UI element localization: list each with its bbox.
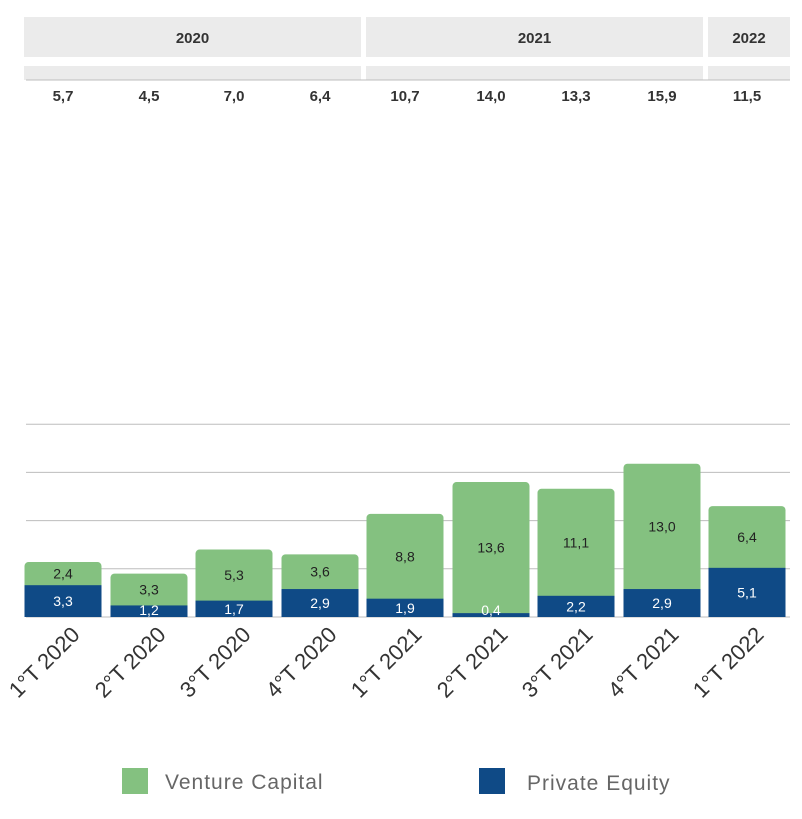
year-header-2022 bbox=[708, 17, 790, 57]
data-label-venture-capital: 6,4 bbox=[737, 529, 757, 545]
data-label-venture-capital: 8,8 bbox=[395, 548, 415, 564]
total-label: 14,0 bbox=[476, 88, 505, 105]
data-label-venture-capital: 2,4 bbox=[53, 566, 73, 582]
data-label-venture-capital: 5,3 bbox=[224, 567, 244, 583]
total-label: 6,4 bbox=[310, 88, 332, 105]
legend-label: Venture Capital bbox=[165, 771, 324, 794]
bar-venture-capital bbox=[366, 513, 444, 603]
bar-private-equity bbox=[110, 605, 188, 617]
total-labels: 5,7 4,5 7,0 6,4 10,7 14,0 13,3 15,9 11,5 bbox=[53, 88, 762, 105]
total-label: 4,5 bbox=[139, 88, 160, 105]
data-label-private-equity: 1,9 bbox=[395, 600, 415, 616]
data-label-private-equity: 2,2 bbox=[566, 598, 586, 614]
bar-venture-capital bbox=[195, 549, 273, 605]
data-label-private-equity: 1,2 bbox=[139, 602, 159, 618]
category-label: 1°T 2022 bbox=[688, 622, 769, 703]
total-label: 10,7 bbox=[390, 88, 419, 105]
bar-venture-capital bbox=[452, 482, 530, 618]
total-label: 13,3 bbox=[561, 88, 590, 105]
total-label: 15,9 bbox=[647, 88, 676, 105]
totals-row-background bbox=[366, 66, 703, 80]
data-label-private-equity: 2,9 bbox=[652, 595, 672, 611]
category-label: 4°T 2021 bbox=[603, 622, 684, 703]
bar-venture-capital bbox=[110, 573, 188, 610]
bar-private-equity bbox=[537, 595, 615, 617]
bar-venture-capital bbox=[537, 488, 615, 600]
data-label-venture-capital: 13,0 bbox=[648, 518, 675, 534]
category-label: 3°T 2020 bbox=[175, 622, 256, 703]
bar-private-equity bbox=[623, 589, 701, 617]
data-label-venture-capital: 3,6 bbox=[310, 564, 330, 580]
bar-venture-capital bbox=[623, 463, 701, 594]
total-label: 11,5 bbox=[733, 88, 761, 105]
total-label: 7,0 bbox=[224, 88, 245, 105]
legend-swatch bbox=[122, 768, 148, 794]
year-header-2020 bbox=[24, 17, 361, 57]
bar-private-equity bbox=[24, 585, 102, 617]
data-label-venture-capital: 3,3 bbox=[139, 582, 159, 598]
legend: Venture Capital Private Equity bbox=[122, 768, 671, 795]
bar-venture-capital bbox=[708, 506, 786, 572]
category-label: 4°T 2020 bbox=[261, 622, 342, 703]
data-label-venture-capital: 11,1 bbox=[563, 534, 589, 550]
category-label: 1°T 2021 bbox=[346, 622, 427, 703]
data-label-private-equity: 5,1 bbox=[737, 584, 757, 600]
data-label-private-equity: 3,3 bbox=[53, 593, 73, 609]
year-header-row: 2020 2021 2022 bbox=[24, 17, 790, 80]
bar-private-equity bbox=[708, 567, 786, 617]
totals-row-background bbox=[708, 66, 790, 80]
total-label: 5,7 bbox=[53, 88, 74, 105]
category-labels: 1°T 2020 2°T 2020 3°T 2020 4°T 2020 1°T 2021… bbox=[4, 622, 769, 703]
category-label: 3°T 2021 bbox=[517, 622, 598, 703]
legend-label: Private Equity bbox=[527, 772, 671, 795]
year-header-label: 2021 bbox=[518, 30, 551, 47]
category-label: 1°T 2020 bbox=[4, 622, 85, 703]
data-label-private-equity: 1,7 bbox=[224, 601, 244, 617]
bar-private-equity bbox=[195, 600, 273, 617]
data-label-private-equity: 2,9 bbox=[310, 595, 330, 611]
totals-row-background bbox=[24, 66, 361, 80]
bar-private-equity bbox=[452, 613, 530, 617]
category-label: 2°T 2021 bbox=[432, 622, 513, 703]
year-header-2021 bbox=[366, 17, 703, 57]
legend-swatch bbox=[479, 768, 505, 794]
year-header-label: 2020 bbox=[176, 30, 209, 47]
year-header-label: 2022 bbox=[732, 30, 765, 47]
data-label-private-equity: 0,4 bbox=[481, 602, 501, 618]
bar-private-equity bbox=[366, 598, 444, 617]
bars: 2,4 3,3 3,3 1,2 5,3 1,7 3,6 2,9 8,8 1,9 13,6 0,4 11,… bbox=[24, 463, 786, 618]
data-label-venture-capital: 13,6 bbox=[477, 540, 504, 556]
category-label: 2°T 2020 bbox=[90, 622, 171, 703]
bar-private-equity bbox=[281, 589, 359, 617]
bar-venture-capital bbox=[24, 562, 102, 590]
bar-venture-capital bbox=[281, 554, 359, 594]
